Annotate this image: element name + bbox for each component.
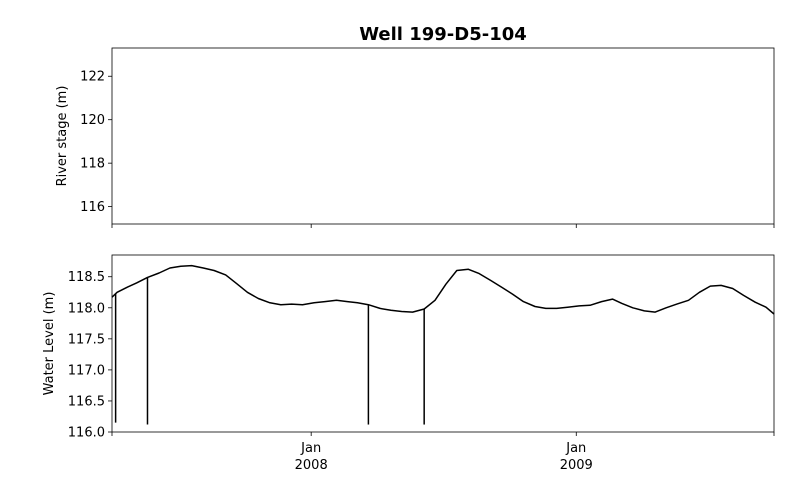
water-level-ticks: 116.0 116.5 117.0 117.5 118.0 118.5 Jan 2008 Jan… (68, 270, 775, 473)
water-level-y-tick-label: 117.0 (68, 363, 105, 378)
water-level-y-label: Water Level (m) (42, 292, 57, 396)
water-level-y-tick-label: 116.0 (68, 426, 105, 441)
water-level-series (111, 264, 775, 425)
water-level-panel: 116.0 116.5 117.0 117.5 118.0 118.5 Jan 2008 Jan… (42, 254, 775, 473)
river-stage-y-tick-label: 122 (80, 70, 105, 85)
river-stage-ticks: 116 118 120 122 (80, 70, 775, 228)
river-stage-y-tick-label: 116 (80, 200, 105, 215)
water-level-axes (111, 254, 775, 433)
river-stage-y-label: River stage (m) (55, 86, 70, 187)
water-level-x-tick-label: Jan (300, 441, 321, 456)
water-level-x-tick-label: Jan (565, 441, 586, 456)
water-level-y-tick-label: 116.5 (68, 394, 105, 409)
water-level-x-tick-label-year: 2009 (560, 458, 593, 473)
river-stage-axes (111, 47, 775, 225)
water-level-y-tick-label: 118.0 (68, 301, 105, 316)
river-stage-y-tick-label: 120 (80, 113, 105, 128)
river-stage-panel: 116 118 120 122 River stage (m) (55, 47, 775, 228)
river-stage-y-tick-label: 118 (80, 157, 105, 172)
water-level-x-tick-label-year: 2008 (295, 458, 328, 473)
water-level-y-tick-label: 117.5 (68, 332, 105, 347)
water-level-line (111, 264, 775, 315)
chart-title: Well 199-D5-104 (359, 24, 527, 45)
water-level-y-tick-label: 118.5 (68, 270, 105, 285)
